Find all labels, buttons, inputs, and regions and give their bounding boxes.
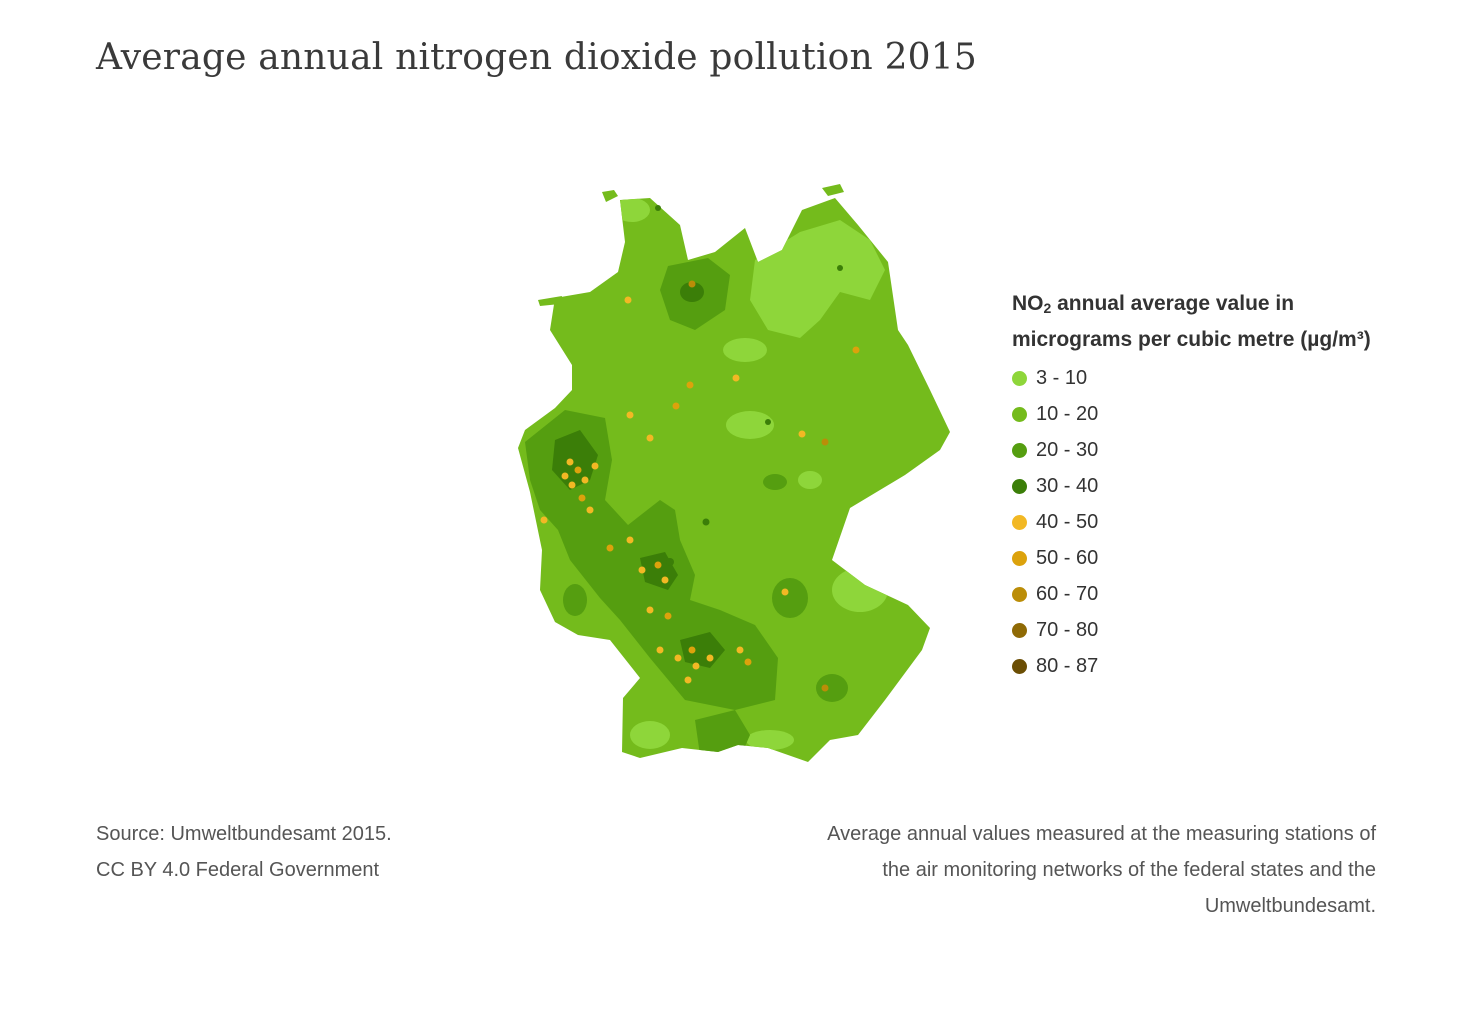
germany-no2-map [510,180,970,780]
station-dot [706,654,714,662]
station-dot [686,381,694,389]
station-dot [626,411,634,419]
legend-label: 70 - 80 [1036,618,1099,641]
legend-label: 40 - 50 [1036,510,1099,533]
legend-swatch [1012,478,1027,494]
legend-label: 80 - 87 [1036,654,1099,677]
station-dot [654,561,662,569]
low-pollution-zones [614,198,888,750]
station-dot [837,265,843,271]
legend-item: 50 - 60 [1012,540,1452,576]
station-dot [688,280,696,288]
legend-label: 50 - 60 [1036,546,1099,569]
station-dot [666,558,674,566]
note-line: Umweltbundesamt. [1204,895,1376,917]
note-line: Average annual values measured at the me… [827,823,1376,845]
note-line: the air monitoring networks of the feder… [882,859,1376,881]
station-dot [646,606,654,614]
station-dot [674,654,682,662]
legend-title-subscript: 2 [1043,300,1052,316]
legend-item: 30 - 40 [1012,468,1452,504]
legend-swatch [1012,442,1027,458]
station-dot [821,438,829,446]
station-dot [591,462,599,470]
legend-item: 40 - 50 [1012,504,1452,540]
legend-title-rest: annual average value in [1051,292,1295,315]
station-dot [688,646,696,654]
station-dot [744,658,752,666]
station-dot [692,662,700,670]
legend-title-prefix: NO [1012,292,1044,315]
station-dot [821,684,829,692]
legend-swatch [1012,550,1027,566]
legend-swatch [1012,658,1027,674]
station-dot [684,676,692,684]
station-dot [566,458,574,466]
source-line: Source: Umweltbundesamt 2015. [96,823,392,845]
station-dot [798,430,806,438]
station-dot [606,544,614,552]
legend-swatch [1012,622,1027,638]
station-dot [568,481,576,489]
station-dot [586,506,594,514]
legend-label: 10 - 20 [1036,402,1099,425]
station-dot [736,646,744,654]
measuring-stations [540,205,860,692]
legend-item: 60 - 70 [1012,576,1452,612]
station-dot [578,494,586,502]
map-legend: NO2 annual average value in micrograms p… [1012,286,1452,684]
legend-swatch [1012,370,1027,386]
station-dot [574,466,582,474]
license-line: CC BY 4.0 Federal Government [96,859,380,881]
station-dot [664,612,672,620]
source-note: Source: Umweltbundesamt 2015. CC BY 4.0 … [96,816,392,888]
legend-swatch [1012,514,1027,530]
station-dot [655,205,661,211]
legend-label: 20 - 30 [1036,438,1099,461]
station-dot [732,374,740,382]
station-dot [561,472,569,480]
legend-list: 3 - 10 10 - 20 20 - 30 30 - 40 40 - 50 50 - 6… [1012,360,1452,684]
legend-item: 10 - 20 [1012,396,1452,432]
station-dot [626,536,634,544]
legend-swatch [1012,406,1027,422]
legend-item: 80 - 87 [1012,648,1452,684]
station-dot [646,434,654,442]
station-dot [672,402,680,410]
station-dot [702,518,710,526]
station-dot [624,296,632,304]
legend-label: 30 - 40 [1036,474,1099,497]
station-dot [765,419,771,425]
station-dot [656,646,664,654]
legend-item: 70 - 80 [1012,612,1452,648]
station-dot [638,566,646,574]
legend-label: 60 - 70 [1036,582,1099,605]
page-title: Average annual nitrogen dioxide pollutio… [96,37,977,78]
legend-title: NO2 annual average value in [1012,286,1452,322]
methodology-note: Average annual values measured at the me… [736,816,1376,924]
legend-item: 20 - 30 [1012,432,1452,468]
legend-title-line2: micrograms per cubic metre (µg/m³) [1012,328,1371,351]
station-dot [540,516,548,524]
station-dot [581,476,589,484]
legend-item: 3 - 10 [1012,360,1452,396]
station-dot [661,576,669,584]
station-dot [852,346,860,354]
station-dot [781,588,789,596]
legend-label: 3 - 10 [1036,366,1088,389]
legend-swatch [1012,586,1027,602]
